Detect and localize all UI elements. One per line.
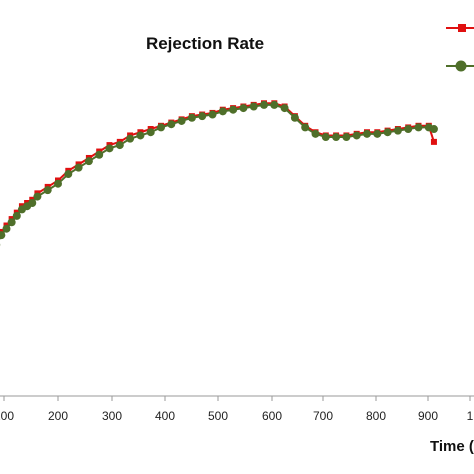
data-point	[157, 123, 165, 132]
series-2-line	[0, 103, 435, 240]
x-tick-label: 400	[155, 409, 175, 423]
data-point	[0, 231, 6, 240]
data-point	[95, 150, 104, 159]
series-2	[0, 100, 438, 247]
data-point	[12, 211, 21, 220]
x-tick-label: 700	[313, 409, 333, 423]
data-point	[414, 123, 423, 132]
data-point	[429, 125, 438, 134]
data-point	[311, 129, 320, 138]
data-point	[187, 113, 196, 122]
legend-item-2	[446, 60, 474, 72]
data-point	[208, 110, 217, 119]
x-tick-label: 200	[0, 409, 14, 423]
x-tick-label: 500	[208, 409, 228, 423]
series-1	[0, 100, 437, 237]
data-point	[332, 133, 341, 142]
data-point	[84, 157, 93, 166]
data-point	[301, 123, 310, 132]
x-tick-label: 200	[48, 409, 68, 423]
legend-marker	[458, 24, 466, 32]
legend	[446, 24, 474, 72]
data-point	[260, 100, 268, 109]
data-point	[126, 134, 135, 143]
plot-area	[0, 100, 438, 247]
data-point	[136, 131, 145, 140]
data-point	[393, 126, 402, 135]
data-point	[33, 192, 42, 201]
data-point	[404, 125, 413, 134]
data-point	[54, 179, 62, 188]
data-point	[280, 104, 289, 113]
data-point	[352, 131, 361, 140]
data-point	[177, 116, 186, 125]
legend-item-1	[446, 24, 474, 32]
data-point	[270, 100, 279, 109]
data-point	[43, 186, 52, 195]
x-axis: 200 200 300 400 500 600 700 800 900 1	[0, 396, 474, 423]
data-point	[249, 102, 258, 111]
x-axis-label: Time (	[430, 438, 474, 455]
data-point	[7, 218, 16, 227]
data-point	[321, 133, 330, 142]
data-point	[64, 170, 73, 179]
x-tick-label: 800	[366, 409, 386, 423]
data-point	[342, 133, 351, 142]
data-point	[74, 163, 83, 172]
chart-title: Rejection Rate	[146, 34, 264, 53]
data-point	[198, 112, 207, 121]
x-tick-label: 300	[102, 409, 122, 423]
data-point	[218, 107, 227, 116]
data-point	[383, 128, 392, 137]
data-point	[105, 144, 114, 153]
data-point	[2, 224, 11, 233]
data-point	[290, 113, 299, 122]
data-point	[167, 120, 176, 129]
x-tick-label: 600	[262, 409, 282, 423]
x-tick-label: 900	[418, 409, 438, 423]
data-point	[373, 129, 382, 138]
data-point	[146, 128, 155, 137]
data-point	[115, 141, 124, 150]
data-point	[239, 104, 248, 113]
data-point	[28, 199, 37, 207]
legend-marker	[455, 60, 467, 72]
series-1-line	[0, 102, 435, 237]
x-tick-label: 1	[467, 409, 474, 423]
data-point	[430, 138, 437, 145]
data-point	[363, 129, 371, 138]
data-point	[229, 105, 238, 114]
